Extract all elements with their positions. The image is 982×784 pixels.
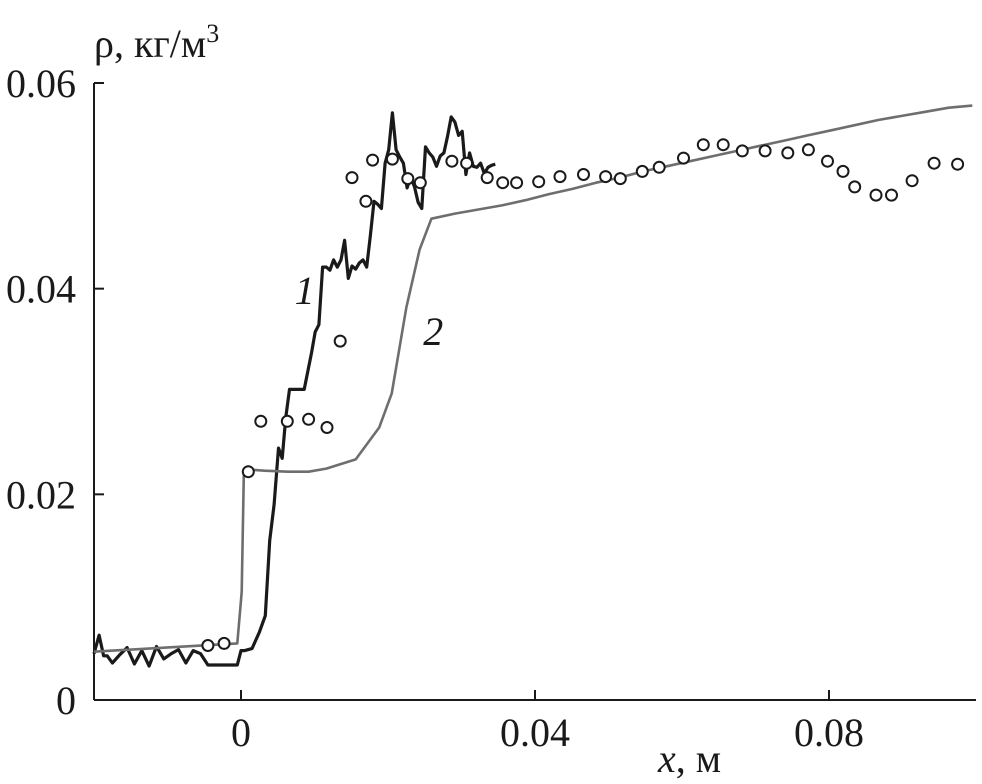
experimental-point	[927, 156, 941, 170]
y-tick-label: 0.04	[6, 267, 76, 312]
experimental-point	[302, 412, 316, 426]
experimental-point	[280, 414, 294, 428]
experimental-point	[345, 171, 359, 185]
x-tick-label: 0.04	[500, 710, 570, 755]
experimental-point	[599, 170, 613, 184]
experimental-point	[577, 168, 590, 181]
experimental-point	[217, 636, 231, 650]
experimental-point	[801, 143, 815, 157]
series-line-1	[92, 111, 496, 668]
experimental-point	[885, 188, 898, 202]
experimental-point	[510, 176, 524, 190]
experimental-point	[320, 421, 334, 434]
experimental-point	[781, 146, 795, 160]
experimental-point	[735, 144, 749, 158]
experimental-point	[905, 174, 919, 188]
x-axis-title-unit: , м	[676, 736, 721, 781]
experimental-point	[241, 465, 255, 479]
curve-label-2: 2	[423, 309, 443, 354]
experimental-point	[951, 157, 965, 171]
y-tick-label: 0.06	[6, 61, 76, 106]
x-axis-title-variable: x	[657, 736, 676, 781]
experimental-point	[635, 164, 649, 178]
experimental-point	[413, 176, 427, 190]
experimental-point	[460, 156, 474, 170]
y-tick-label: 0	[56, 678, 76, 723]
x-tick-label: 0.08	[794, 710, 864, 755]
experimental-point	[445, 154, 459, 168]
y-axis-title-text: ρ, кг/м	[94, 21, 206, 66]
experimental-point	[716, 138, 730, 152]
experimental-point	[254, 414, 268, 428]
experimental-point	[496, 176, 510, 190]
experimental-point	[821, 154, 834, 168]
curve-label-1: 1	[295, 268, 315, 313]
experimental-point	[366, 153, 380, 167]
plot-area	[92, 104, 973, 668]
y-axis-title: ρ, кг/м3	[94, 19, 219, 66]
experimental-point	[532, 175, 546, 189]
experimental-point	[836, 164, 850, 178]
experimental-point	[385, 152, 399, 166]
curve-labels: 12	[295, 268, 444, 354]
ticks: 0 0.02 0.04 0.06 0 0.04 0.08	[6, 61, 864, 755]
y-axis-title-superscript: 3	[206, 19, 219, 48]
experimental-point	[613, 172, 627, 186]
y-tick-label: 0.02	[6, 472, 76, 517]
experimental-point	[359, 194, 373, 208]
experimental-point	[696, 138, 710, 152]
experimental-point	[401, 172, 415, 186]
x-tick-label: 0	[231, 710, 251, 755]
experimental-point	[480, 171, 494, 185]
series-line-2	[93, 104, 973, 653]
experimental-point	[677, 151, 690, 165]
experimental-point	[553, 170, 567, 184]
experimental-point	[848, 180, 862, 194]
x-axis-title: x, м	[657, 736, 721, 781]
experimental-point	[758, 144, 772, 158]
experimental-point	[201, 639, 215, 652]
experimental-point	[333, 334, 347, 348]
experimental-point	[652, 160, 666, 174]
experimental-point	[869, 188, 883, 202]
